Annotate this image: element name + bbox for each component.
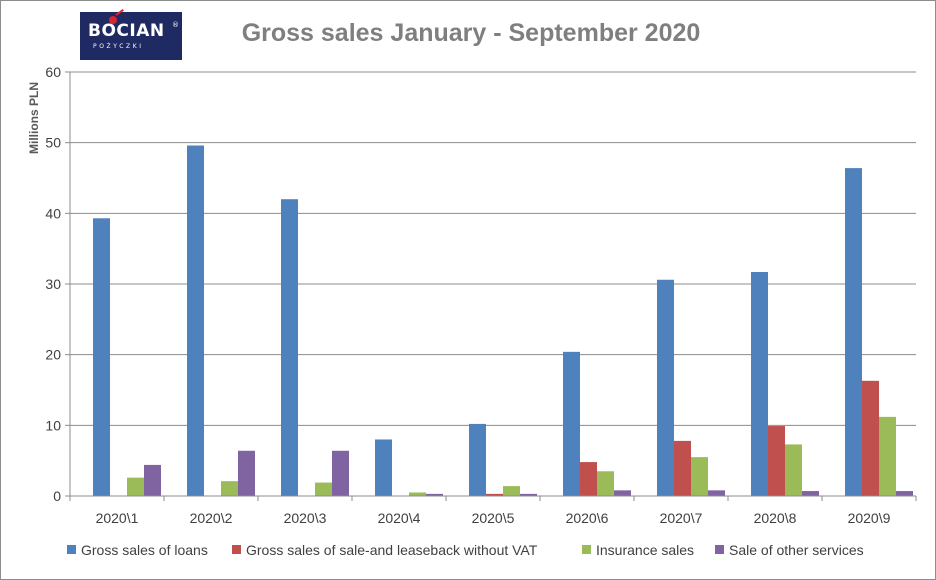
- bar-3: [409, 492, 426, 496]
- axes: 0 10 20 30 40 50 60 2020\1 2020\2 2020\3 2020\4 202…: [45, 64, 917, 526]
- bar-4: [896, 491, 913, 496]
- bar-3: [221, 481, 238, 496]
- legend-label: Sale of other services: [729, 542, 864, 558]
- bar-4: [520, 493, 537, 496]
- chart-title: Gross sales January - September 2020: [242, 19, 701, 47]
- bocian-logo: BOCIAN ® POŻYCZKI: [80, 9, 182, 60]
- bar-2: [862, 380, 879, 496]
- y-tick-label: 10: [45, 417, 61, 433]
- y-tick-label: 60: [45, 64, 61, 80]
- bar-2: [486, 493, 503, 496]
- bar-1: [751, 271, 768, 496]
- bar-3: [597, 471, 614, 496]
- x-tick-label: 2020\7: [660, 510, 703, 526]
- legend-label: Gross sales of loans: [81, 542, 208, 558]
- bar-2: [768, 426, 785, 496]
- bar-1: [187, 145, 204, 496]
- legend-swatch: [582, 545, 591, 554]
- y-axis-label: Millions PLN: [27, 82, 41, 154]
- x-tick-label: 2020\9: [848, 510, 891, 526]
- bar-4: [144, 464, 161, 496]
- x-tick-label: 2020\6: [566, 510, 609, 526]
- x-tick-label: 2020\5: [472, 510, 515, 526]
- bar-3: [691, 457, 708, 496]
- stork-logo-icon: [109, 16, 117, 24]
- x-tick-label: 2020\2: [190, 510, 233, 526]
- y-tick-label: 40: [45, 205, 61, 221]
- x-tick-label: 2020\4: [378, 510, 421, 526]
- bars: [93, 145, 913, 496]
- y-tick-label: 0: [53, 488, 61, 504]
- bar-2: [674, 440, 691, 496]
- y-tick-label: 30: [45, 276, 61, 292]
- bar-4: [708, 490, 725, 496]
- y-tick-label: 50: [45, 135, 61, 151]
- bar-3: [315, 482, 332, 496]
- legend: Gross sales of loans Gross sales of sale-…: [67, 542, 864, 558]
- bar-4: [614, 490, 631, 496]
- x-tick-label: 2020\8: [754, 510, 797, 526]
- bar-2: [580, 462, 597, 496]
- bar-1: [375, 439, 392, 496]
- bar-4: [802, 491, 819, 496]
- bar-1: [657, 279, 674, 496]
- bar-3: [503, 486, 520, 496]
- logo-subtitle: POŻYCZKI: [93, 43, 144, 50]
- legend-swatch: [67, 545, 76, 554]
- legend-label: Insurance sales: [596, 542, 694, 558]
- logo-registered-mark: ®: [172, 21, 179, 29]
- bar-3: [879, 416, 896, 496]
- bar-1: [563, 351, 580, 496]
- bar-3: [127, 477, 144, 496]
- bar-1: [93, 218, 110, 496]
- bar-1: [281, 199, 298, 496]
- gridlines: [70, 71, 916, 426]
- legend-label: Gross sales of sale-and leaseback withou…: [246, 542, 538, 558]
- bar-4: [238, 450, 255, 496]
- bar-4: [332, 450, 349, 496]
- x-tick-label: 2020\3: [284, 510, 327, 526]
- bar-4: [426, 493, 443, 496]
- legend-swatch: [715, 545, 724, 554]
- bar-1: [845, 168, 862, 496]
- x-tick-label: 2020\1: [96, 510, 139, 526]
- bar-3: [785, 444, 802, 496]
- logo-wordmark: BOCIAN: [88, 21, 165, 41]
- legend-swatch: [232, 545, 241, 554]
- y-tick-label: 20: [45, 347, 61, 363]
- bar-1: [469, 423, 486, 496]
